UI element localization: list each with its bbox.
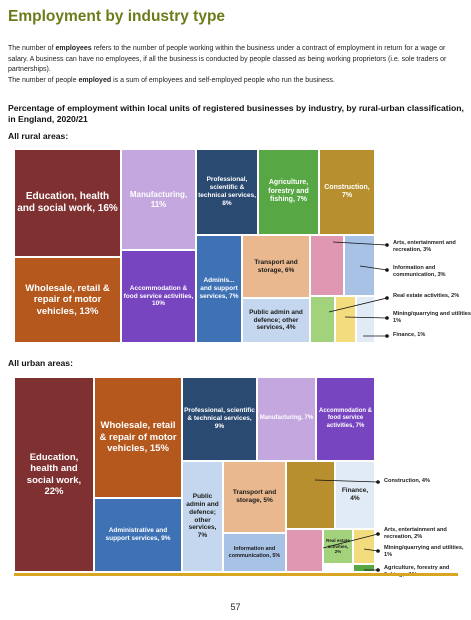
tile-transport: Transport and storage, 5%	[223, 461, 286, 533]
callout-label-construction: Construction, 4%	[384, 478, 430, 484]
callout-dot-mining	[385, 316, 389, 320]
callout-label-agriculture: Agriculture, forestry and fishing, <1%	[384, 565, 450, 578]
tile-manufacturing: Manufacturing, 7%	[257, 377, 316, 461]
urban-section-title: All urban areas:	[8, 358, 73, 368]
callout-label-mining: Mining/quarrying and utilities, 1%	[384, 545, 464, 558]
tile-construction: Construction, 7%	[319, 149, 375, 235]
tile-mining	[335, 296, 356, 343]
tile-admin: Administrative and support services, 9%	[94, 498, 182, 572]
tile-arts	[286, 529, 323, 572]
callout-dot-info	[385, 268, 389, 272]
intro-paragraph-employed: The number of people employed is a sum o…	[8, 76, 335, 84]
page-number: 57	[230, 602, 241, 612]
tile-info: Information and communication, 5%	[223, 533, 286, 572]
tile-accommodation: Accommodation & food service activities,…	[316, 377, 375, 461]
callout-dot-realestate	[385, 296, 389, 300]
tile-education: Education, health and social work, 22%	[14, 377, 94, 572]
term-employed: employed	[78, 76, 112, 84]
bottom-accent-bar	[14, 573, 458, 576]
tile-mining	[353, 529, 375, 564]
tile-professional: Professional, scientific & technical ser…	[182, 377, 257, 461]
tile-finance: Finance, 4%	[335, 461, 375, 529]
tile-accommodation: Accommodation & food service activities,…	[121, 250, 196, 343]
tile-public: Public admin and defence; other services…	[242, 298, 310, 343]
callout-label-arts: Arts, entertainment and recreation, 2%	[384, 527, 447, 540]
urban-treemap: Education, health and social work, 22% Wh…	[14, 377, 375, 572]
tile-info	[344, 235, 375, 296]
tile-wholesale: Wholesale, retail & repair of motor vehi…	[94, 377, 182, 498]
rural-treemap: Education, health and social work, 16% Wh…	[14, 149, 375, 343]
tile-finance	[356, 296, 375, 343]
tile-realestate: Real estate activities, 2%	[323, 529, 353, 564]
tile-transport: Transport and storage, 6%	[242, 235, 310, 298]
callout-label-arts: Arts, entertainment and recreation, 3%	[393, 240, 456, 253]
tile-education: Education, health and social work, 16%	[14, 149, 121, 257]
callout-dot-arts	[376, 532, 380, 536]
tile-arts	[310, 235, 344, 296]
callout-dot-arts	[385, 243, 389, 247]
term-employees: employees	[55, 45, 92, 52]
rural-section-title: All rural areas:	[8, 131, 69, 141]
tile-public: Public admin and defence; other services…	[182, 461, 223, 572]
tile-agriculture: Agriculture, forestry and fishing, 7%	[258, 149, 319, 235]
tile-professional: Professional, scientific & technical ser…	[196, 149, 258, 235]
callout-label-finance: Finance, 1%	[393, 332, 426, 338]
chart-heading: Percentage of employment within local un…	[8, 103, 464, 124]
tile-manufacturing: Manufacturing, 11%	[121, 149, 196, 250]
callout-label-mining: Mining/quarrying and utilities, 1%	[393, 311, 471, 324]
tile-realestate	[310, 296, 335, 343]
callout-label-realestate: Real estate activities, 2%	[393, 293, 460, 299]
callout-label-info: Information and communication, 3%	[393, 265, 446, 278]
intro-paragraph-employees: The number of employees refers to the nu…	[8, 45, 447, 74]
callout-dot-mining	[376, 549, 380, 553]
tile-admin: Adminis... and support services, 7%	[196, 235, 242, 343]
callout-dot-finance	[385, 334, 389, 338]
tile-agriculture	[353, 564, 375, 572]
callout-dot-agriculture	[376, 568, 380, 572]
intro-text: The number of employees refers to the nu…	[8, 44, 458, 86]
page-title: Employment by industry type	[8, 8, 226, 25]
tile-wholesale: Wholesale, retail & repair of motor vehi…	[14, 257, 121, 343]
tile-construction	[286, 461, 335, 529]
callout-dot-construction	[376, 480, 380, 484]
